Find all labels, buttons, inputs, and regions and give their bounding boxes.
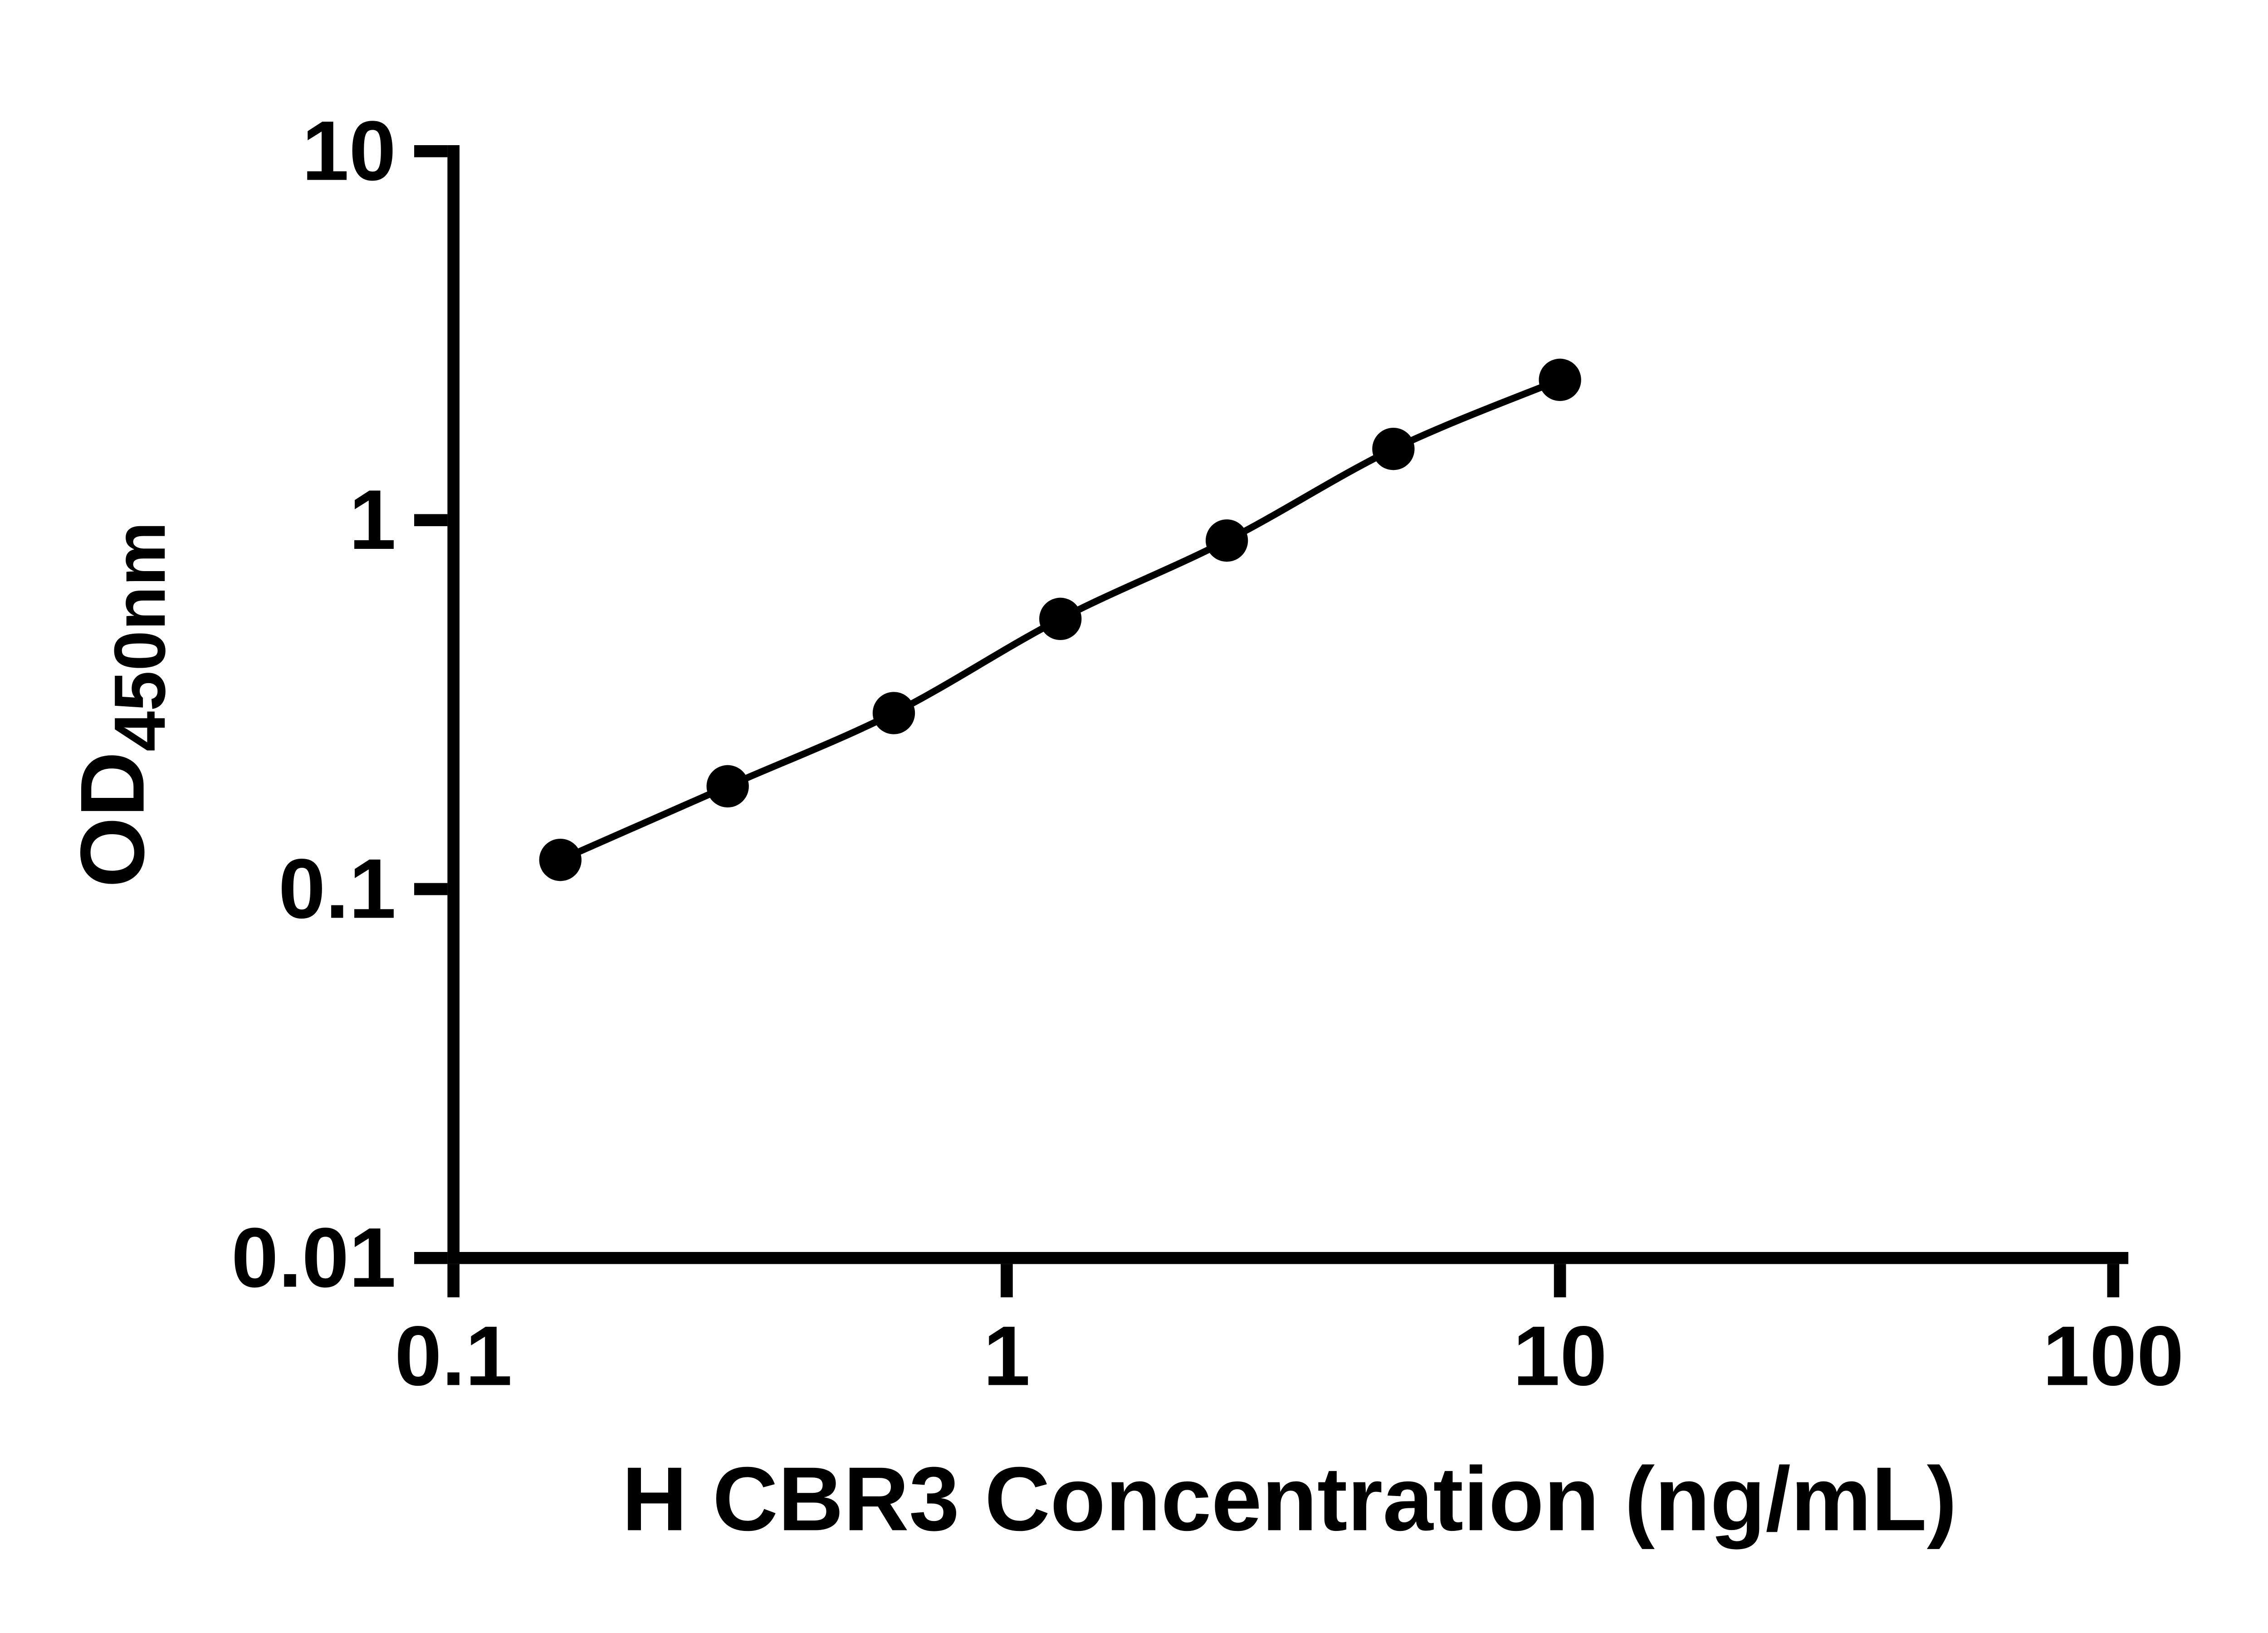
y-tick-label: 10 [302,103,396,198]
x-axis-title: H CBR3 Concentration (ng/mL) [622,1448,1957,1550]
y-axis-title-subscript: 450nm [99,522,180,752]
data-point-marker [539,839,582,881]
data-point-marker [1039,597,1082,640]
x-tick-label: 0.1 [395,1308,512,1403]
data-point-marker [1205,519,1248,562]
y-tick-label: 1 [349,472,396,567]
data-point-marker [872,692,915,734]
x-tick-label: 1 [983,1308,1031,1403]
x-tick-label: 100 [2043,1308,2184,1403]
x-tick-label: 10 [1513,1308,1607,1403]
y-axis-title: OD450nm [62,522,181,888]
y-axis-title-main: OD [62,752,163,888]
y-tick-label: 0.1 [279,841,396,936]
y-tick-label: 0.01 [231,1210,396,1305]
data-point-marker [1372,428,1415,470]
data-point-marker [706,765,749,807]
data-point-marker [1539,358,1581,401]
